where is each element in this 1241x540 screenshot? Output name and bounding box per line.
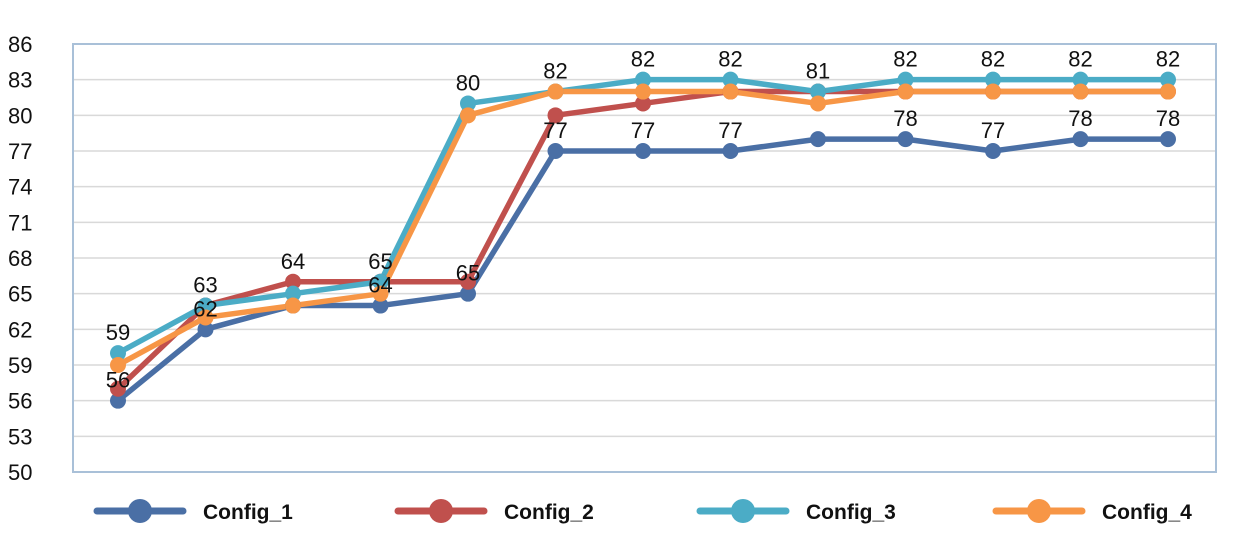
data-label: 80 <box>456 70 480 95</box>
data-point-Config_2 <box>635 95 651 112</box>
data-point-Config_1 <box>372 297 389 314</box>
data-label: 65 <box>368 249 392 274</box>
data-point-Config_4 <box>285 297 301 314</box>
data-point-Config_4 <box>372 285 389 302</box>
data-point-Config_1 <box>810 131 826 148</box>
data-label: 65 <box>456 261 480 286</box>
data-point-Config_1 <box>985 143 1001 159</box>
data-point-Config_1 <box>1160 131 1176 148</box>
y-tick-label: 56 <box>8 389 32 414</box>
data-label: 78 <box>1068 106 1092 131</box>
legend-label: Config_3 <box>806 501 896 524</box>
data-point-Config_4 <box>1160 83 1176 100</box>
legend-label: Config_1 <box>203 501 293 524</box>
data-point-Config_1 <box>897 131 914 148</box>
data-label: 82 <box>718 47 742 72</box>
data-point-Config_1 <box>722 143 739 159</box>
data-label: 56 <box>106 368 130 393</box>
data-point-Config_3 <box>810 83 826 100</box>
data-point-Config_3 <box>110 345 126 362</box>
data-point-Config_3 <box>722 71 739 88</box>
data-point-Config_4 <box>1072 83 1089 100</box>
data-label: 81 <box>806 59 830 84</box>
legend-marker <box>128 499 152 523</box>
data-point-Config_1 <box>197 321 214 338</box>
series-line-Config_1 <box>115 136 1171 404</box>
legend: Config_1 Config_2 Config_3 Config_4 <box>93 499 1192 524</box>
legend-marker <box>429 499 453 523</box>
data-point-Config_4 <box>547 83 564 100</box>
y-axis-ticks: 50 53 56 59 62 65 68 71 74 77 80 83 86 <box>8 32 32 485</box>
legend-label: Config_2 <box>504 501 594 524</box>
y-tick-label: 71 <box>8 210 32 235</box>
y-tick-label: 53 <box>8 424 32 449</box>
data-label: 77 <box>981 118 1005 143</box>
data-label: 59 <box>106 320 130 345</box>
data-point-Config_4 <box>460 107 476 124</box>
data-label: 82 <box>981 47 1005 72</box>
data-label: 82 <box>543 59 567 84</box>
data-point-Config_3 <box>372 273 389 290</box>
data-label: 82 <box>893 47 917 72</box>
y-tick-label: 80 <box>8 103 32 128</box>
data-label: 62 <box>193 296 217 321</box>
data-point-Config_1 <box>547 143 564 159</box>
data-point-Config_2 <box>285 273 301 290</box>
y-tick-label: 62 <box>8 317 32 342</box>
data-point-Config_3 <box>197 297 214 314</box>
plot-area-border <box>72 43 1217 473</box>
data-point-Config_2 <box>110 380 126 397</box>
data-point-Config_3 <box>460 95 476 112</box>
data-label: 77 <box>543 118 567 143</box>
legend-marker <box>1027 499 1051 523</box>
data-label: 63 <box>193 273 217 298</box>
data-point-Config_1 <box>635 143 651 159</box>
data-point-Config_1 <box>460 285 476 302</box>
data-label: 77 <box>718 118 742 143</box>
data-label: 64 <box>281 249 305 274</box>
data-point-Config_3 <box>1072 71 1089 88</box>
y-tick-label: 50 <box>8 460 32 485</box>
data-point-Config_4 <box>810 95 826 112</box>
y-tick-label: 77 <box>8 139 32 164</box>
data-label: 82 <box>1068 47 1092 72</box>
data-label: 78 <box>1156 106 1180 131</box>
data-point-Config_1 <box>110 392 126 409</box>
data-point-Config_3 <box>1160 71 1176 88</box>
data-point-Config_1 <box>1072 131 1089 148</box>
data-point-Config_4 <box>635 83 651 100</box>
data-point-Config_4 <box>897 83 914 100</box>
data-point-Config_4 <box>110 357 126 373</box>
series-markers <box>110 71 1176 409</box>
data-point-Config_3 <box>285 285 301 302</box>
data-point-Config_4 <box>197 309 214 326</box>
data-point-Config_2 <box>547 107 564 124</box>
y-tick-label: 59 <box>8 353 32 378</box>
data-point-Config_4 <box>722 83 739 100</box>
y-tick-label: 86 <box>8 32 32 57</box>
y-tick-label: 68 <box>8 246 32 271</box>
y-tick-label: 83 <box>8 68 32 93</box>
y-tick-label: 74 <box>8 175 32 200</box>
y-tick-label: 65 <box>8 282 32 307</box>
data-point-Config_2 <box>460 273 476 290</box>
data-label: 64 <box>368 273 392 298</box>
data-point-Config_3 <box>985 71 1001 88</box>
legend-label: Config_4 <box>1102 501 1192 524</box>
data-label: 78 <box>893 106 917 131</box>
legend-marker <box>731 499 755 523</box>
data-label: 77 <box>631 118 655 143</box>
data-point-Config_4 <box>985 83 1001 100</box>
data-label: 82 <box>1156 47 1180 72</box>
data-point-Config_3 <box>635 71 651 88</box>
data-point-Config_3 <box>897 71 914 88</box>
data-label: 82 <box>631 47 655 72</box>
